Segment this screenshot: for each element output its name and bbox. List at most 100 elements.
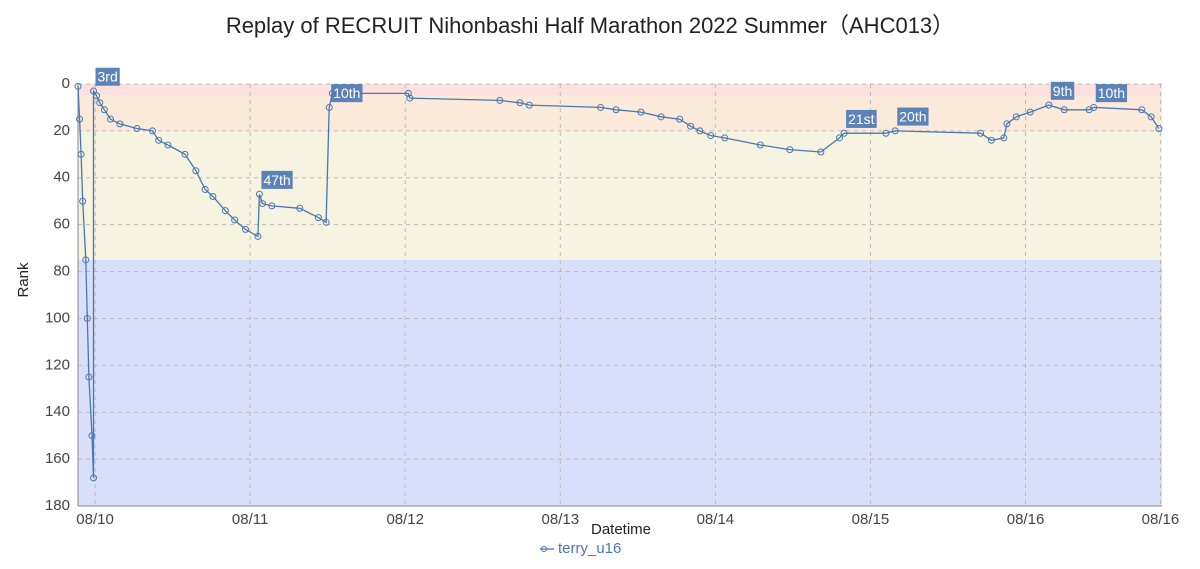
data-label-text: 10th — [1098, 85, 1125, 101]
point — [296, 204, 304, 212]
data-label-box — [897, 107, 929, 126]
y-tick-label: 100 — [45, 309, 70, 326]
point — [116, 120, 124, 128]
point — [164, 141, 172, 149]
point — [255, 190, 263, 198]
x-tick-label: 08/14 — [697, 511, 735, 528]
y-tick-label: 60 — [53, 216, 70, 233]
x-tick-label: 08/11 — [232, 511, 268, 528]
point — [687, 122, 695, 130]
data-label: 10th — [331, 84, 363, 103]
point — [707, 132, 715, 140]
x-tick-label: 08/15 — [852, 511, 890, 528]
legend-marker — [541, 546, 547, 552]
data-label-text: 20th — [899, 109, 926, 125]
point — [201, 186, 209, 193]
y-tick-label: 180 — [45, 497, 70, 514]
point — [756, 141, 764, 149]
point — [254, 232, 262, 240]
data-label-text: 3rd — [98, 69, 118, 85]
point — [891, 127, 899, 135]
point — [88, 432, 96, 440]
point — [96, 99, 104, 107]
point — [90, 87, 98, 95]
data-label-box — [846, 109, 877, 128]
point — [987, 136, 995, 144]
data-label-box — [95, 67, 120, 86]
point — [1147, 113, 1155, 121]
rank-band — [78, 84, 1162, 96]
point — [76, 115, 84, 123]
point — [1060, 106, 1068, 114]
point — [516, 99, 524, 107]
point — [259, 200, 267, 208]
point — [133, 125, 141, 133]
data-label-box — [1050, 81, 1075, 100]
data-label-text: 47th — [263, 172, 290, 188]
point — [657, 113, 665, 121]
point — [85, 373, 93, 381]
data-label-box — [331, 84, 363, 103]
rank-band — [78, 259, 1162, 506]
data-label: 47th — [261, 170, 293, 189]
point — [93, 92, 101, 100]
y-axis-title: Rank — [15, 262, 32, 298]
data-label: 9th — [1050, 81, 1075, 100]
point — [82, 256, 90, 264]
point — [817, 148, 825, 156]
x-axis-title: Datetime — [591, 521, 651, 538]
data-label: 3rd — [95, 67, 120, 86]
y-tick-label: 120 — [45, 356, 70, 373]
data-label-box — [261, 170, 293, 189]
point — [882, 129, 890, 137]
point — [155, 136, 163, 144]
point — [835, 134, 843, 142]
point — [1000, 134, 1008, 142]
data-label-text: 9th — [1053, 83, 1072, 99]
point — [231, 216, 239, 224]
x-tick-label: 08/16 — [1142, 511, 1180, 528]
x-tick-label: 08/10 — [76, 511, 114, 528]
point — [322, 218, 330, 226]
x-tick-label: 08/13 — [542, 511, 580, 528]
rank-band — [78, 95, 1162, 131]
data-label: 21st — [846, 109, 877, 128]
rank-band — [78, 130, 1162, 260]
point — [74, 82, 82, 90]
y-tick-label: 80 — [53, 263, 70, 280]
legend-label: terry_u16 — [558, 540, 621, 557]
point — [786, 146, 794, 154]
point — [840, 129, 848, 137]
point — [241, 225, 249, 233]
point — [1045, 101, 1053, 109]
data-label-text: 21st — [848, 111, 875, 127]
point — [181, 150, 189, 158]
point — [612, 106, 620, 114]
point — [1003, 120, 1011, 128]
point — [977, 129, 985, 137]
point — [77, 150, 85, 158]
point — [696, 127, 704, 135]
x-tick-label: 08/16 — [1007, 511, 1045, 528]
data-label: 10th — [1095, 84, 1128, 103]
point — [148, 127, 156, 135]
point — [1155, 125, 1163, 133]
point — [597, 103, 605, 111]
point — [100, 106, 108, 114]
point — [209, 193, 217, 201]
point — [404, 89, 412, 97]
point — [107, 115, 115, 123]
y-tick-label: 0 — [62, 75, 70, 92]
y-tick-label: 140 — [45, 403, 70, 420]
point — [79, 197, 87, 205]
point — [1090, 103, 1098, 111]
data-label-box — [1095, 84, 1128, 103]
point — [325, 103, 333, 111]
point — [192, 167, 200, 175]
point — [314, 214, 322, 222]
point — [406, 94, 414, 102]
point — [496, 96, 504, 104]
y-tick-label: 160 — [45, 450, 70, 467]
